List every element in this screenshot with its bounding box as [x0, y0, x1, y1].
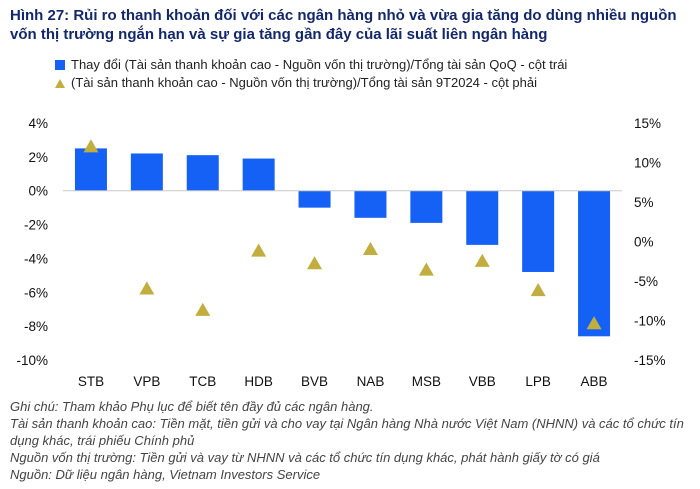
- note-banks: Ghi chú: Tham khảo Phụ lục để biết tên đ…: [10, 399, 374, 414]
- marker-vbb: [474, 253, 490, 267]
- right-axis-tick-label: -15%: [634, 353, 666, 368]
- combo-chart: 4% 2% 0% -2% -4% -6% -8% -10% 15% 10% 5% 0% -5% -10% -…: [16, 116, 666, 389]
- bar-abb: [578, 190, 611, 337]
- chart-notes: Ghi chú: Tham khảo Phụ lục để biết tên đ…: [10, 398, 695, 483]
- left-axis-tick-label: 4%: [28, 116, 48, 131]
- marker-vpb: [139, 281, 155, 295]
- bar-msb: [410, 190, 443, 223]
- category-label-abb: ABB: [581, 374, 608, 389]
- marker-nab: [362, 241, 378, 256]
- chart-legend: Thay đổi (Tài sản thanh khoản cao - Nguồ…: [55, 56, 567, 92]
- legend-bar-label: Thay đổi (Tài sản thanh khoản cao - Nguồ…: [71, 57, 568, 72]
- right-axis-tick-label: -10%: [634, 314, 666, 329]
- marker-msb: [418, 262, 434, 276]
- legend-marker-label: (Tài sản thanh khoản cao - Nguồn vốn thị…: [71, 75, 537, 90]
- category-label-hdb: HDB: [244, 374, 273, 389]
- category-label-lpb: LPB: [525, 374, 551, 389]
- bar-vpb: [130, 153, 163, 191]
- legend-item-bar: Thay đổi (Tài sản thanh khoản cao - Nguồ…: [55, 56, 567, 74]
- left-axis-tick-label: -8%: [24, 319, 48, 334]
- marker-tcb: [195, 302, 211, 316]
- left-axis-tick-label: -10%: [16, 353, 48, 368]
- bar-bvb: [298, 190, 331, 208]
- category-label-vbb: VBB: [469, 374, 496, 389]
- category-label-stb: STB: [78, 374, 104, 389]
- left-axis-tick-label: -6%: [24, 285, 48, 300]
- bar-tcb: [186, 155, 219, 191]
- left-axis-tick-label: -2%: [24, 218, 48, 233]
- left-axis-tick-label: -4%: [24, 251, 48, 266]
- category-label-vpb: VPB: [133, 374, 160, 389]
- chart-title: Hình 27: Rủi ro thanh khoản đối với các …: [10, 7, 677, 43]
- right-axis-tick-label: -5%: [634, 274, 658, 289]
- right-axis-tick-label: 5%: [634, 195, 654, 210]
- bar-stb: [74, 148, 107, 191]
- right-axis-tick-label: 15%: [634, 116, 661, 131]
- left-axis-tick-label: 2%: [28, 150, 48, 165]
- category-label-bvb: BVB: [301, 374, 328, 389]
- marker-hdb: [251, 243, 267, 257]
- legend-bar-swatch: [55, 60, 65, 70]
- marker-abb: [586, 316, 602, 330]
- legend-triangle-swatch: [55, 78, 65, 88]
- bar-vbb: [466, 190, 499, 245]
- marker-bvb: [307, 256, 323, 270]
- bar-hdb: [242, 158, 275, 191]
- category-label-msb: MSB: [412, 374, 441, 389]
- note-liquid-assets: Tài sản thanh khoản cao: Tiền mặt, tiền …: [10, 416, 684, 448]
- legend-item-marker: (Tài sản thanh khoản cao - Nguồn vốn thị…: [55, 74, 567, 92]
- category-label-nab: NAB: [357, 374, 385, 389]
- note-source: Nguồn: Dữ liệu ngân hàng, Vietnam Invest…: [10, 467, 321, 482]
- left-axis-tick-label: 0%: [28, 184, 48, 199]
- category-label-tcb: TCB: [189, 374, 216, 389]
- bar-nab: [354, 190, 387, 218]
- note-market-funding: Nguồn vốn thị trường: Tiền gửi và vay từ…: [10, 450, 600, 465]
- right-axis-tick-label: 10%: [634, 156, 661, 171]
- bar-lpb: [522, 190, 555, 272]
- marker-lpb: [530, 282, 546, 297]
- marker-stb: [83, 139, 99, 153]
- right-axis-tick-label: 0%: [634, 235, 654, 250]
